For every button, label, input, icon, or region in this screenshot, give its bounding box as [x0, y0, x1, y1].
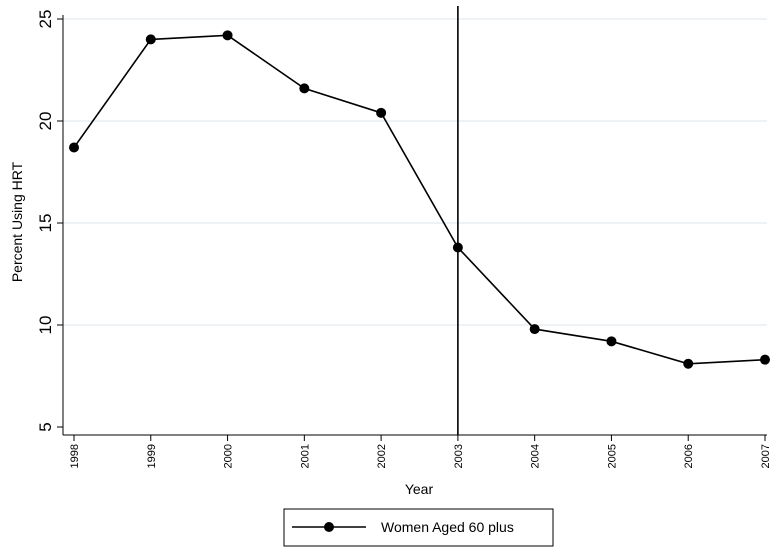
data-point-2006 [683, 358, 694, 369]
series-women-aged-60-plus [69, 30, 770, 369]
legend: Women Aged 60 plus [283, 508, 554, 547]
data-point-2005 [606, 336, 617, 347]
gridlines [63, 18, 767, 326]
y-tick-label-20: 20 [36, 112, 55, 131]
x-tick-label-2000: 2000 [223, 444, 235, 468]
data-point-2003 [452, 242, 463, 253]
series-line [73, 34, 766, 365]
data-point-1998 [69, 142, 79, 153]
data-point-2000 [222, 30, 233, 41]
y-tick-label-10: 10 [36, 316, 55, 335]
x-tick-label-1999: 1999 [146, 444, 158, 468]
x-tick-label-2005: 2005 [606, 444, 618, 468]
y-tick-label-25: 25 [36, 10, 55, 29]
y-tick-label-5: 5 [36, 422, 55, 431]
data-point-1999 [145, 34, 156, 45]
data-point-2002 [376, 107, 387, 118]
data-point-2001 [299, 83, 310, 94]
x-tick-label-2003: 2003 [453, 444, 465, 468]
x-axis-title: Year [405, 481, 434, 497]
y-axis-title: Percent Using HRT [9, 161, 25, 282]
x-tick-label-2006: 2006 [683, 444, 695, 468]
data-point-2007 [760, 354, 770, 365]
legend-marker-swatch [324, 522, 334, 532]
x-tick-label-2002: 2002 [376, 444, 388, 468]
x-tick-label-1998: 1998 [69, 444, 81, 468]
axes: 5 10 15 20 25 1998 1999 2000 2001 2002 2003 2004 200… [36, 10, 772, 469]
x-tick-label-2004: 2004 [530, 444, 542, 468]
legend-label: Women Aged 60 plus [381, 519, 514, 535]
data-point-2004 [529, 324, 540, 335]
x-tick-label-2007: 2007 [760, 444, 772, 468]
y-tick-label-15: 15 [36, 214, 55, 233]
x-tick-label-2001: 2001 [299, 444, 311, 468]
